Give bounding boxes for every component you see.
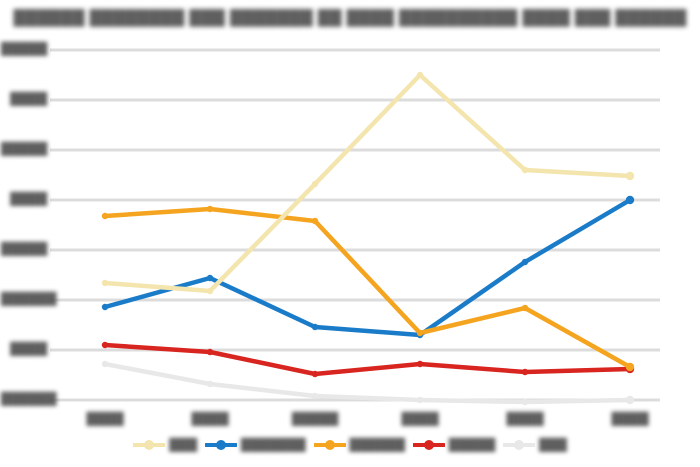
series-point-gray [416, 396, 424, 404]
legend-line-marker-icon [204, 440, 237, 450]
legend-item-cream: ███ [133, 438, 197, 452]
series-point-gray [206, 380, 214, 388]
legend-line-marker-icon [133, 440, 166, 450]
series-line-blue [102, 197, 633, 338]
legend-line-marker-icon [313, 440, 346, 450]
legend-line-marker-icon [412, 440, 445, 450]
series-point-blue [625, 195, 635, 205]
series-point-cream [416, 71, 424, 79]
legend-item-blue: ███████ [204, 438, 306, 452]
legend-item-red: █████ [412, 438, 496, 452]
y-tick-label: █████ [1, 42, 48, 56]
y-tick-label: ████ [10, 342, 47, 356]
legend-line-marker-icon [503, 440, 536, 450]
y-tick-label: █████ [1, 142, 48, 156]
series-point-red [311, 370, 319, 378]
series-point-red [416, 360, 424, 368]
x-tick-label: ████ [401, 412, 439, 426]
legend-label: ███ [169, 438, 197, 452]
legend-label: ███ [539, 438, 567, 452]
series-point-red [101, 341, 109, 349]
series-point-gray [625, 395, 635, 405]
y-tick-label: ████ [10, 192, 47, 206]
x-tick-label: ████ [506, 412, 544, 426]
x-tick-label: ████ [191, 412, 229, 426]
series-point-orange [311, 217, 319, 225]
legend-label: █████ [448, 438, 496, 452]
series-point-blue [521, 258, 529, 266]
series-point-blue [311, 323, 319, 331]
series-line-orange [102, 206, 633, 370]
y-tick-label: ████ [10, 92, 47, 106]
chart-title: ██████ ████████ ███ ███████ ██ ████ ████… [13, 9, 687, 27]
series-line-red [102, 342, 633, 377]
series-line-gray [102, 361, 633, 405]
series-point-orange [416, 329, 424, 337]
legend-label: ███████ [240, 438, 306, 452]
series-point-cream [625, 171, 635, 181]
series-point-orange [521, 304, 529, 312]
series-point-blue [101, 303, 109, 311]
series-point-gray [101, 360, 109, 368]
series-point-red [521, 368, 529, 376]
series-point-orange [206, 205, 214, 213]
legend-item-gray: ███ [503, 438, 567, 452]
series-point-gray [521, 398, 529, 406]
x-tick-label: ████ [86, 412, 124, 426]
series-point-orange [101, 212, 109, 220]
series-point-gray [311, 392, 319, 400]
series-point-cream [311, 180, 319, 188]
series-point-cream [521, 166, 529, 174]
y-tick-label: █████ [1, 242, 48, 256]
legend-item-orange: ██████ [313, 438, 405, 452]
legend: ███ ███████ ██████ █████ ███ [0, 438, 700, 452]
series-point-cream [101, 279, 109, 287]
series-point-blue [206, 274, 214, 282]
y-tick-label: ██████ [1, 392, 57, 406]
series-point-orange [625, 362, 635, 372]
series-point-cream [206, 287, 214, 295]
x-tick-label: █████ [291, 412, 339, 426]
legend-label: ██████ [349, 438, 405, 452]
series-line-cream [102, 72, 633, 294]
y-tick-label: ██████ [1, 292, 57, 306]
series-point-red [206, 348, 214, 356]
x-tick-label: ████ [611, 412, 649, 426]
